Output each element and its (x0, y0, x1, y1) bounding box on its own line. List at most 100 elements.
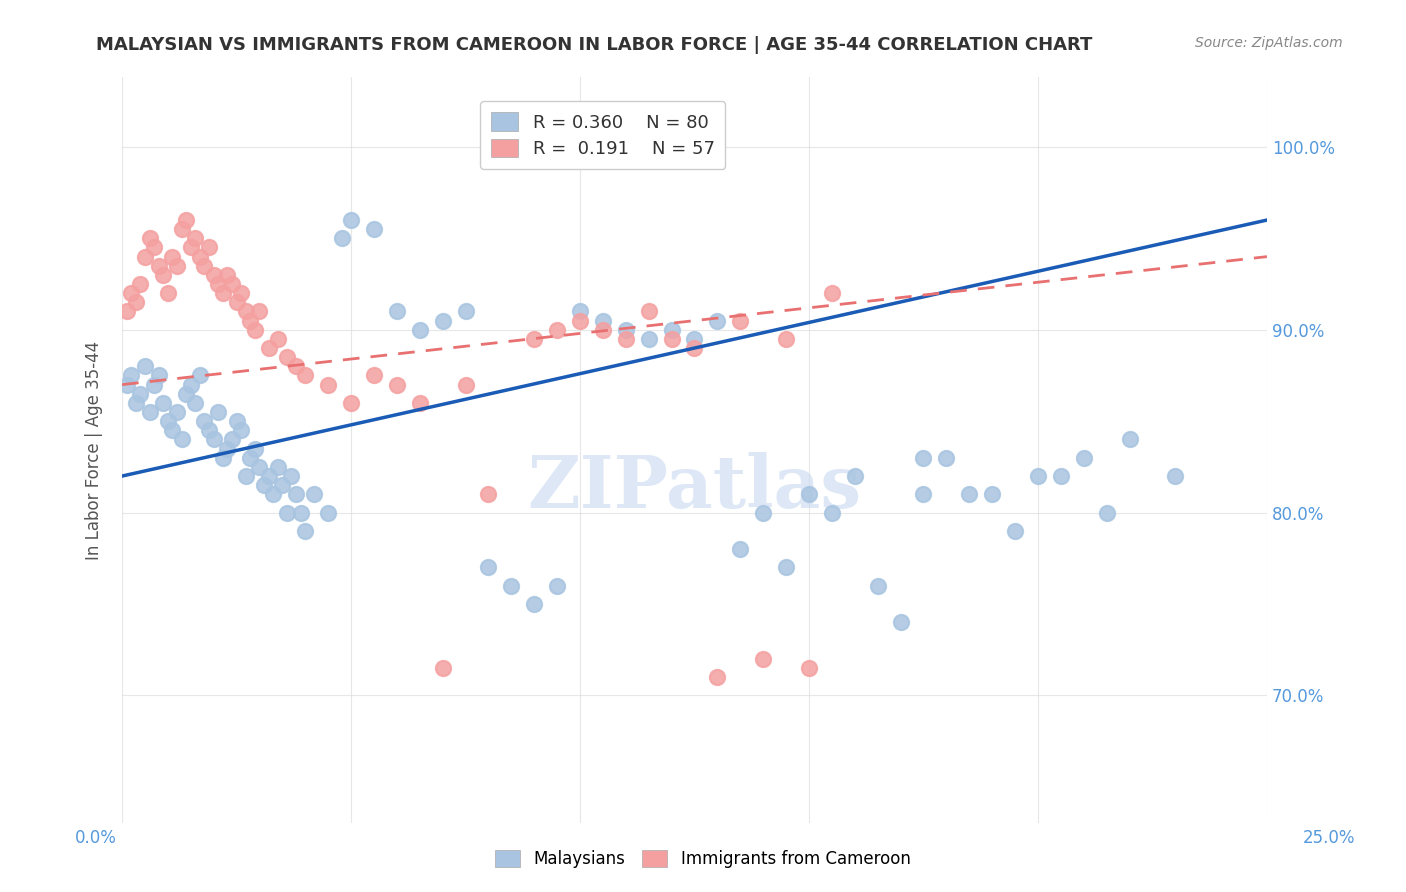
Point (797, 661, 820, 675)
Point (752, 506, 775, 520)
Point (162, 423, 184, 437)
Point (1164, 469, 1187, 483)
Point (170, 433, 193, 447)
Point (148, 368, 170, 383)
Point (166, 259, 188, 273)
Text: ZIPatlas: ZIPatlas (527, 452, 862, 524)
Point (316, 506, 339, 520)
Point (239, 450, 262, 465)
Point (1049, 469, 1071, 483)
Point (706, 313, 728, 327)
Point (129, 277, 152, 291)
Point (285, 487, 308, 501)
Point (207, 277, 229, 291)
Point (1004, 524, 1026, 538)
Point (249, 304, 271, 318)
Point (174, 386, 197, 401)
Point (211, 450, 233, 465)
Point (276, 350, 298, 364)
Text: 0.0%: 0.0% (75, 829, 117, 847)
Point (304, 487, 326, 501)
Point (821, 286, 844, 301)
Point (217, 268, 239, 282)
Point (267, 459, 290, 474)
Point (229, 286, 252, 301)
Point (546, 323, 568, 337)
Point (477, 560, 499, 574)
Point (152, 396, 174, 410)
Point (775, 332, 797, 346)
Point (170, 222, 193, 236)
Point (409, 396, 432, 410)
Point (193, 414, 215, 428)
Point (166, 405, 188, 419)
Point (120, 286, 142, 301)
Point (235, 469, 257, 483)
Point (661, 332, 683, 346)
Point (115, 377, 138, 392)
Point (193, 259, 215, 273)
Point (935, 450, 957, 465)
Point (569, 313, 592, 327)
Point (243, 442, 266, 456)
Point (235, 304, 257, 318)
Point (981, 487, 1004, 501)
Point (174, 213, 197, 227)
Point (501, 579, 523, 593)
Point (162, 250, 184, 264)
Point (221, 277, 243, 291)
Point (477, 487, 499, 501)
Point (225, 414, 247, 428)
Point (202, 268, 225, 282)
Point (752, 652, 775, 666)
Point (271, 478, 294, 492)
Point (115, 304, 138, 318)
Point (129, 386, 152, 401)
Point (253, 478, 276, 492)
Point (340, 213, 363, 227)
Point (184, 396, 207, 410)
Point (385, 304, 408, 318)
Point (188, 250, 211, 264)
Point (249, 459, 271, 474)
Point (152, 268, 174, 282)
Point (797, 487, 820, 501)
Point (125, 295, 148, 310)
Point (683, 341, 706, 355)
Text: MALAYSIAN VS IMMIGRANTS FROM CAMEROON IN LABOR FORCE | AGE 35-44 CORRELATION CHA: MALAYSIAN VS IMMIGRANTS FROM CAMEROON IN… (96, 36, 1092, 54)
Point (844, 469, 866, 483)
Point (156, 414, 179, 428)
Point (661, 323, 683, 337)
Point (125, 396, 148, 410)
Point (207, 405, 229, 419)
Point (614, 323, 637, 337)
Point (239, 313, 262, 327)
Point (134, 250, 156, 264)
Point (217, 442, 239, 456)
Point (138, 231, 160, 245)
Point (156, 286, 179, 301)
Point (385, 377, 408, 392)
Point (294, 368, 316, 383)
Point (637, 332, 659, 346)
Point (280, 469, 302, 483)
Point (143, 377, 166, 392)
Point (202, 433, 225, 447)
Point (148, 259, 170, 273)
Point (363, 222, 385, 236)
Point (243, 323, 266, 337)
Point (866, 579, 889, 593)
Point (316, 377, 339, 392)
Point (730, 542, 752, 557)
Point (821, 506, 844, 520)
Point (546, 579, 568, 593)
Point (294, 524, 316, 538)
Point (523, 332, 546, 346)
Point (138, 405, 160, 419)
Point (637, 304, 659, 318)
Text: Source: ZipAtlas.com: Source: ZipAtlas.com (1195, 36, 1343, 50)
Point (912, 487, 935, 501)
Point (257, 469, 280, 483)
Point (592, 323, 614, 337)
Point (330, 231, 353, 245)
